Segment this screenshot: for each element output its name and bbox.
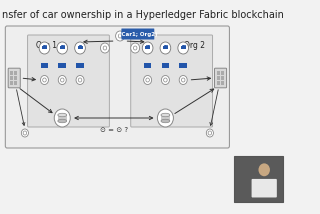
Bar [145,46,150,49]
Bar [58,115,67,121]
Ellipse shape [161,119,170,123]
Circle shape [178,42,188,54]
Bar [14,71,17,74]
Text: Org 2: Org 2 [184,41,204,50]
Circle shape [39,42,50,54]
FancyBboxPatch shape [121,28,154,40]
Bar [10,81,13,85]
Circle shape [78,78,82,82]
Text: nsfer of car ownership in a Hyperledger Fabric blockchain: nsfer of car ownership in a Hyperledger … [2,10,284,20]
Circle shape [43,78,46,82]
Circle shape [144,76,152,85]
Circle shape [21,129,28,137]
Bar [10,76,13,79]
FancyBboxPatch shape [5,26,229,148]
FancyBboxPatch shape [8,68,20,88]
Bar [217,71,220,74]
Text: (Car1; Org2): (Car1; Org2) [119,31,157,37]
Circle shape [131,43,140,53]
Bar [217,81,220,85]
Circle shape [208,131,212,135]
Circle shape [146,78,149,82]
Circle shape [181,78,185,82]
Ellipse shape [161,113,170,117]
Bar [42,46,47,49]
Bar [162,62,169,67]
Bar [181,46,186,49]
Bar [10,71,13,74]
Text: ⊙ = ⊙ ?: ⊙ = ⊙ ? [100,127,128,133]
FancyBboxPatch shape [252,179,277,198]
Circle shape [206,129,213,137]
Circle shape [76,76,84,85]
Bar [161,115,170,121]
FancyBboxPatch shape [214,68,227,88]
Bar [220,81,224,85]
Circle shape [179,76,187,85]
Bar [14,76,17,79]
Circle shape [60,78,64,82]
Bar [60,46,65,49]
Bar [77,46,83,49]
Circle shape [58,76,66,85]
Circle shape [164,78,167,82]
Circle shape [103,46,107,50]
Circle shape [259,163,270,176]
Bar [14,81,17,85]
Bar [217,76,220,79]
Bar [180,62,187,67]
Ellipse shape [58,119,67,123]
Bar [41,62,48,67]
Circle shape [142,42,153,54]
Circle shape [118,34,122,38]
Bar [59,62,66,67]
Circle shape [116,31,124,41]
Ellipse shape [58,113,67,117]
FancyBboxPatch shape [131,35,212,127]
Bar [163,46,168,49]
Bar [234,156,283,202]
Circle shape [133,46,137,50]
Circle shape [57,42,68,54]
Circle shape [160,42,171,54]
Circle shape [54,109,70,127]
Circle shape [161,76,169,85]
Circle shape [157,109,173,127]
Circle shape [75,42,85,54]
Bar [144,62,151,67]
Circle shape [40,76,48,85]
Text: Org 1: Org 1 [36,41,57,50]
FancyBboxPatch shape [28,35,109,127]
Bar [220,71,224,74]
Bar [220,76,224,79]
Circle shape [23,131,27,135]
Bar [76,62,84,67]
Circle shape [100,43,109,53]
